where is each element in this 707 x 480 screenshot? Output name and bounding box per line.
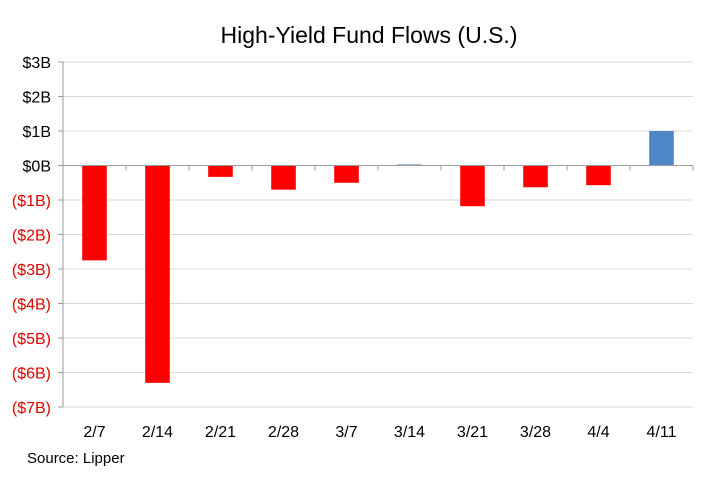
y-tick-label: ($4B): [12, 297, 51, 314]
x-tick-label: 4/11: [647, 424, 677, 441]
bars: [82, 131, 674, 383]
y-tick-label: $2B: [23, 90, 51, 107]
bar-3-7: [334, 165, 359, 183]
bar-3-21: [460, 165, 485, 207]
x-axis-ticks: 2/7 2/14 2/21 2/28 3/7 3/14 3/21 3/28 4/4 4/11: [83, 424, 676, 441]
x-tick-label: 2/21: [205, 424, 236, 441]
x-tick-label: 2/28: [268, 424, 299, 441]
bar-2-28: [271, 165, 296, 190]
source-note: Source: Lipper: [27, 450, 125, 467]
y-tick-label: ($3B): [12, 262, 51, 279]
y-tick-label: $0B: [23, 159, 51, 176]
bar-2-7: [82, 165, 107, 261]
bar-4-11: [649, 131, 674, 166]
chart-title: High-Yield Fund Flows (U.S.): [221, 22, 518, 48]
y-tick-label: ($7B): [12, 400, 51, 417]
y-tick-label: ($6B): [12, 366, 51, 383]
x-tick-label: 2/14: [142, 424, 173, 441]
y-tick-label: ($1B): [12, 193, 51, 210]
x-tick-label: 4/4: [587, 424, 609, 441]
axes: [58, 61, 694, 408]
y-tick-label: ($2B): [12, 228, 51, 245]
bar-2-14: [145, 165, 170, 383]
x-tick-label: 3/14: [394, 424, 425, 441]
bar-4-4: [586, 165, 611, 186]
bar-2-21: [208, 165, 233, 177]
y-tick-label: $3B: [23, 55, 51, 72]
x-tick-label: 3/7: [335, 424, 357, 441]
x-tick-label: 3/28: [520, 424, 551, 441]
x-tick-label: 3/21: [457, 424, 488, 441]
bar-3-28: [523, 165, 548, 188]
y-axis-ticks: $3B $2B $1B $0B ($1B) ($2B) ($3B) ($4B) ($5B) ($6…: [12, 55, 51, 417]
y-tick-label: ($5B): [12, 331, 51, 348]
y-tick-label: $1B: [23, 124, 51, 141]
bar-3-14: [397, 164, 422, 166]
x-tick-label: 2/7: [83, 424, 105, 441]
